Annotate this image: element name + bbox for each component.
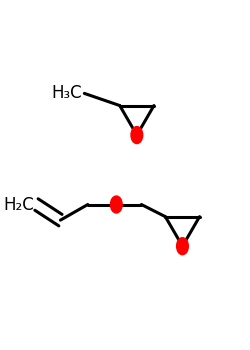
Text: O: O xyxy=(112,198,121,211)
Text: O: O xyxy=(178,240,188,253)
Text: H₃C: H₃C xyxy=(52,84,82,103)
Text: H₂C: H₂C xyxy=(4,196,34,213)
Circle shape xyxy=(111,197,121,212)
Circle shape xyxy=(132,127,142,143)
Circle shape xyxy=(178,239,188,254)
Text: O: O xyxy=(132,128,142,141)
